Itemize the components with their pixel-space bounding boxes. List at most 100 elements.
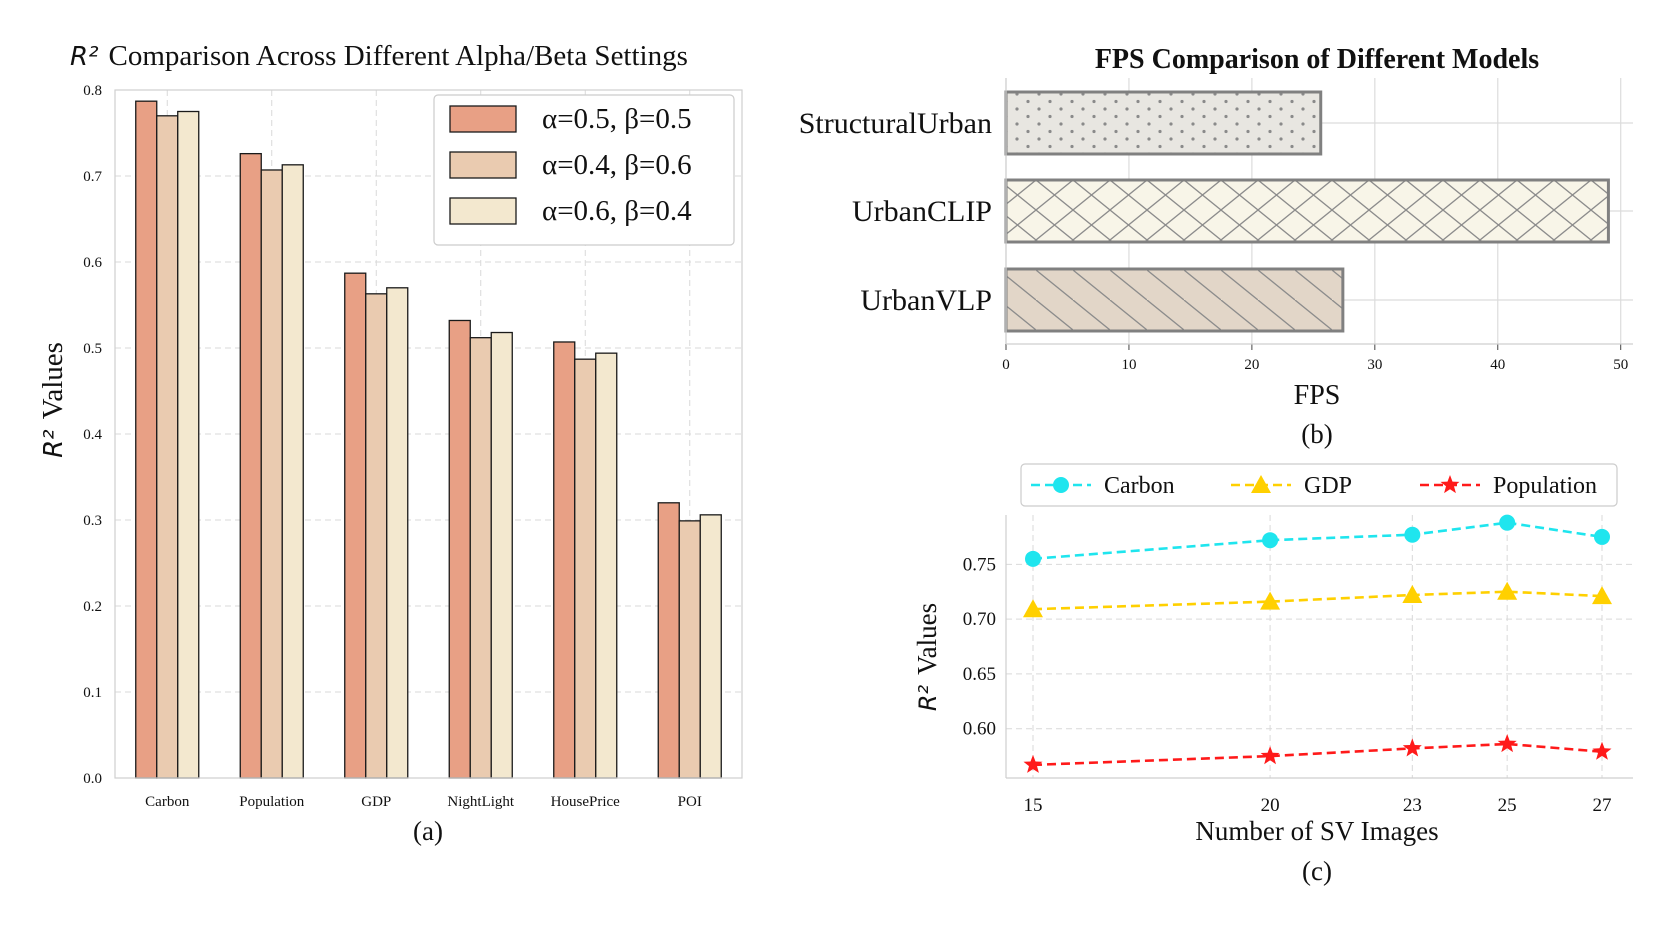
panel-b-title: FPS Comparison of Different Models bbox=[1095, 44, 1539, 75]
panel-a-title: R² Comparison Across Different Alpha/Beta… bbox=[70, 40, 688, 72]
panel-b-bars bbox=[1004, 90, 1610, 333]
panel-a-y-tick-0-6: 0.6 bbox=[83, 255, 102, 271]
bar-population-series-3 bbox=[281, 164, 304, 779]
bar-carbon-series-2 bbox=[156, 115, 179, 779]
point-population-25 bbox=[1497, 734, 1517, 753]
point-gdp-23 bbox=[1402, 584, 1423, 603]
panel-c-ylabel-symbol: R² bbox=[914, 684, 942, 711]
panel-c-y-tick-0-60: 0.60 bbox=[963, 719, 996, 740]
panel-c-axes bbox=[1005, 515, 1633, 779]
point-carbon-25 bbox=[1499, 514, 1516, 531]
panel-a-x-tick-population: Population bbox=[239, 794, 305, 810]
panel-b-x-axis-label: FPS bbox=[1294, 380, 1341, 411]
panel-a-caption: (a) bbox=[413, 816, 443, 846]
panel-a-legend-swatch-1 bbox=[449, 105, 517, 133]
panel-c-y-tick-0-70: 0.70 bbox=[963, 609, 996, 630]
bar-poi-series-1 bbox=[657, 502, 680, 779]
point-population-23 bbox=[1402, 738, 1422, 757]
panel-b-x-tick-30: 30 bbox=[1367, 357, 1382, 373]
panel-a-y-tick-0-0: 0.0 bbox=[83, 771, 102, 787]
panel-c-legend-box bbox=[1020, 463, 1618, 507]
point-population-27 bbox=[1592, 741, 1612, 760]
panel-c-x-tick-15: 15 bbox=[1024, 795, 1043, 816]
point-gdp-25 bbox=[1497, 581, 1518, 600]
panel-c-y-tick-0-65: 0.65 bbox=[963, 664, 996, 685]
panel-c-y-axis-label: R² Values bbox=[912, 603, 942, 711]
panel-b-axes bbox=[1005, 78, 1633, 345]
panel-a-y-tick-0-7: 0.7 bbox=[83, 169, 102, 185]
panel-a-y-axis-label: R² Values bbox=[37, 342, 69, 458]
panel-b-x-tick-40: 40 bbox=[1490, 357, 1505, 373]
point-carbon-20 bbox=[1262, 532, 1279, 549]
bar-nightlight-series-3 bbox=[490, 331, 513, 779]
panel-a-legend-swatch-3 bbox=[449, 197, 517, 225]
point-carbon-27 bbox=[1594, 528, 1610, 545]
panel-c-legend-marker-carbon bbox=[1053, 477, 1069, 493]
panel-a-frame bbox=[114, 89, 743, 779]
panel-a-title-text: Comparison Across Different Alpha/Beta S… bbox=[109, 40, 688, 72]
panel-b-x-tick-20: 20 bbox=[1244, 357, 1259, 373]
panel-a-x-tick-nightlight: NightLight bbox=[447, 794, 514, 810]
panel-a-x-tick-houseprice: HousePrice bbox=[551, 794, 620, 810]
bar-houseprice-series-2 bbox=[574, 358, 597, 779]
panel-c-line-chart: 0.60 0.65 0.70 0.75 15 20 23 25 27 R² Values Num… bbox=[912, 463, 1633, 886]
panel-c-y-tick-0-75: 0.75 bbox=[963, 554, 996, 575]
panel-a-y-tick-0-2: 0.2 bbox=[83, 599, 102, 615]
series-line-carbon bbox=[1032, 521, 1603, 561]
panel-b-caption: (b) bbox=[1301, 419, 1332, 449]
bar-poi-series-2 bbox=[678, 520, 701, 779]
panel-a-y-tick-labels: 0.0 0.1 0.2 0.3 0.4 0.5 0.6 0.7 0.8 bbox=[83, 83, 102, 787]
bar-urbanclip bbox=[1004, 178, 1610, 244]
panel-a-x-tick-poi: POI bbox=[678, 794, 702, 810]
panel-a-x-tick-labels: Carbon Population GDP NightLight HousePrice P… bbox=[145, 794, 702, 810]
panel-c-legend-marker-gdp bbox=[1251, 475, 1271, 493]
point-gdp-20 bbox=[1260, 591, 1281, 610]
panel-a-bar-chart: R² Comparison Across Different Alpha/Beta… bbox=[37, 40, 743, 846]
bar-population-series-1 bbox=[239, 152, 262, 779]
bar-carbon-series-3 bbox=[177, 110, 200, 779]
bar-houseprice-series-1 bbox=[553, 341, 576, 779]
panel-c-x-axis-label: Number of SV Images bbox=[1195, 816, 1438, 846]
panel-a-y-tick-0-8: 0.8 bbox=[83, 83, 102, 99]
panel-a-y-tick-0-3: 0.3 bbox=[83, 513, 102, 529]
panel-b-hbar-chart: FPS Comparison of Different Models 0 10 20… bbox=[799, 44, 1633, 449]
panel-a-y-tick-0-1: 0.1 bbox=[83, 685, 102, 701]
panel-b-x-tick-50: 50 bbox=[1613, 357, 1628, 373]
panel-b-x-tick-0: 0 bbox=[1002, 357, 1010, 373]
panel-c-y-tick-labels: 0.60 0.65 0.70 0.75 bbox=[963, 554, 996, 739]
panel-a-x-tick-carbon: Carbon bbox=[145, 794, 190, 810]
panel-a-ylabel-text: Values bbox=[37, 342, 69, 419]
panel-c-legend-label-gdp: GDP bbox=[1304, 473, 1352, 499]
panel-a-legend-label-3: α=0.6, β=0.4 bbox=[542, 195, 692, 227]
panel-b-x-tick-10: 10 bbox=[1121, 357, 1136, 373]
bar-urbanvlp bbox=[1004, 267, 1345, 333]
panel-a-legend-label-1: α=0.5, β=0.5 bbox=[542, 103, 692, 135]
panel-a-y-tick-0-4: 0.4 bbox=[83, 427, 102, 443]
panel-c-legend-label-population: Population bbox=[1493, 473, 1597, 499]
panel-c-ylabel-text: Values bbox=[912, 603, 942, 675]
panel-b-category-structuralurban: StructuralUrban bbox=[799, 107, 992, 140]
panel-c-legend-label-carbon: Carbon bbox=[1104, 473, 1175, 499]
panel-c-x-tick-27: 27 bbox=[1593, 795, 1612, 816]
panel-c-legend: Carbon GDP Population bbox=[1020, 463, 1618, 507]
point-carbon-15 bbox=[1025, 550, 1041, 567]
point-population-20 bbox=[1260, 746, 1280, 765]
panel-c-caption: (c) bbox=[1302, 856, 1332, 886]
bar-gdp-series-2 bbox=[365, 293, 388, 779]
point-gdp-15 bbox=[1023, 599, 1043, 618]
series-line-population bbox=[1032, 742, 1603, 767]
panel-a-legend-swatch-2 bbox=[449, 151, 517, 179]
panel-b-category-labels: StructuralUrban UrbanCLIP UrbanVLP bbox=[799, 107, 992, 317]
point-population-15 bbox=[1023, 754, 1043, 773]
panel-c-series bbox=[1023, 514, 1612, 773]
bar-poi-series-3 bbox=[699, 514, 722, 779]
panel-c-gridlines bbox=[1006, 515, 1633, 778]
panel-a-legend-label-2: α=0.4, β=0.6 bbox=[542, 149, 692, 181]
series-line-gdp bbox=[1032, 590, 1603, 611]
bar-nightlight-series-1 bbox=[448, 319, 471, 779]
panel-c-x-tick-23: 23 bbox=[1403, 795, 1422, 816]
bar-population-series-2 bbox=[260, 169, 283, 779]
bar-nightlight-series-2 bbox=[469, 337, 492, 779]
bar-structuralurban bbox=[1004, 90, 1323, 156]
